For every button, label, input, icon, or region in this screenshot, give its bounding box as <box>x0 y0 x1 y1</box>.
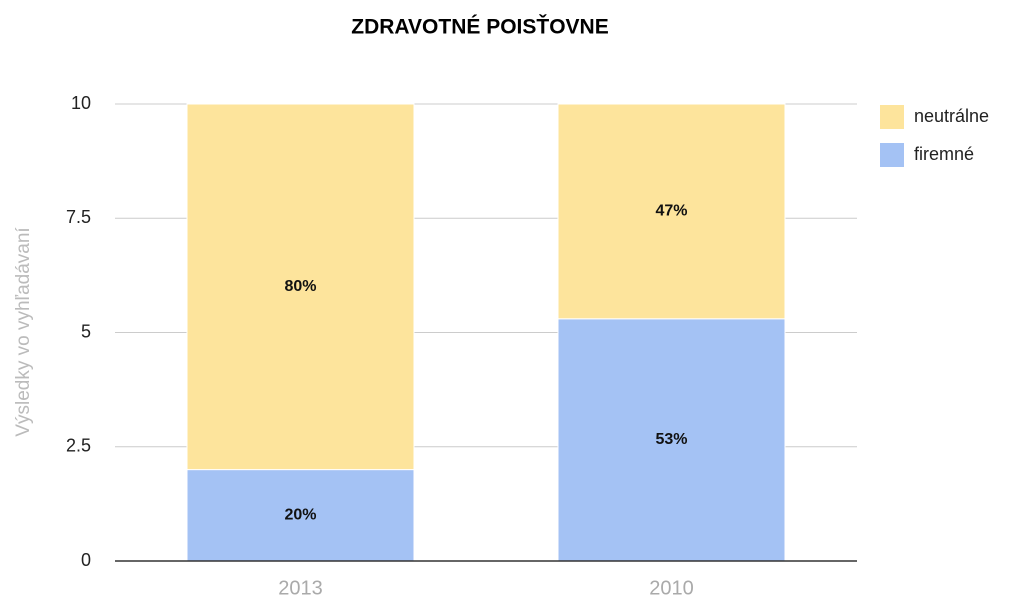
y-axis-label: Výsledky vo vyhľadávaní <box>13 227 34 437</box>
y-tick-label: 10 <box>71 93 91 113</box>
legend-label: firemné <box>914 144 974 164</box>
y-tick-label: 2.5 <box>66 436 91 456</box>
chart-title: ZDRAVOTNÉ POISŤOVNE <box>351 15 608 39</box>
legend-swatch <box>880 143 904 167</box>
bar-segment <box>186 103 415 471</box>
bar-segment <box>557 103 786 320</box>
y-tick-label: 7.5 <box>66 207 91 227</box>
y-tick-label: 0 <box>81 550 91 570</box>
x-tick-label: 2010 <box>649 577 694 599</box>
data-label: 53% <box>655 431 687 448</box>
data-label: 80% <box>284 278 316 295</box>
legend-swatch <box>880 105 904 129</box>
legend-label: neutrálne <box>914 106 989 126</box>
bar-segment <box>186 469 415 562</box>
data-label: 20% <box>284 507 316 524</box>
bar-segment <box>557 318 786 562</box>
y-tick-label: 5 <box>81 321 91 341</box>
data-label: 47% <box>655 203 687 220</box>
x-tick-label: 2013 <box>278 577 323 599</box>
